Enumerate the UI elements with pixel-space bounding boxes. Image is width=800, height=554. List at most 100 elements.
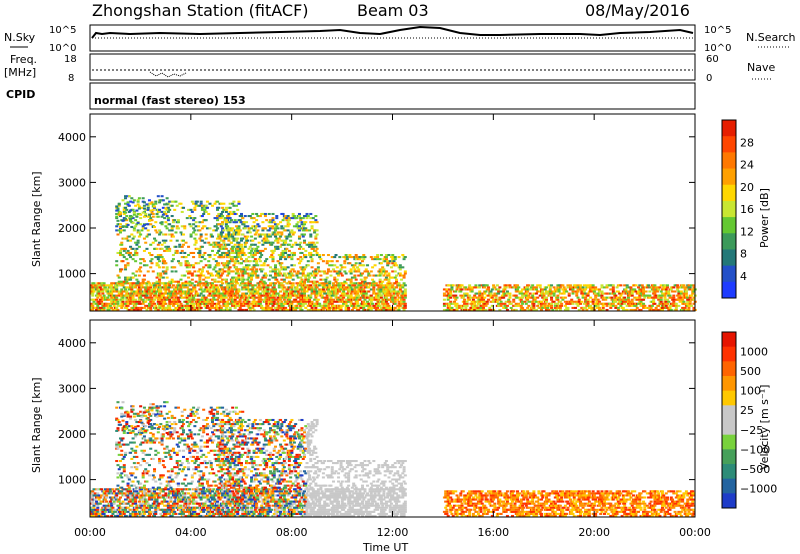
echo-cell: [253, 237, 257, 240]
echo-cell: [292, 270, 296, 273]
echo-cell: [95, 514, 99, 517]
echo-cell: [558, 292, 562, 295]
echo-cell: [268, 282, 272, 285]
echo-cell: [310, 288, 314, 291]
echo-cell: [374, 274, 378, 277]
echo-cell: [303, 233, 307, 236]
date-title: 08/May/2016: [585, 1, 690, 20]
echo-cell: [221, 282, 225, 285]
echo-cell: [222, 262, 226, 265]
echo-cell: [689, 284, 693, 287]
echo-cell: [126, 300, 130, 303]
echo-cell: [198, 251, 202, 254]
echo-cell: [303, 223, 307, 226]
echo-cell: [156, 243, 160, 246]
echo-cell: [523, 308, 527, 311]
echo-cell: [393, 306, 397, 309]
echo-cell: [586, 286, 590, 289]
echo-cell: [503, 304, 507, 307]
echo-cell: [258, 300, 262, 303]
echo-cell: [185, 266, 189, 269]
echo-cell: [98, 294, 102, 297]
echo-cell: [552, 300, 556, 303]
echo-cell: [160, 243, 164, 246]
echo-cell: [250, 253, 254, 257]
echo-cell: [532, 304, 536, 307]
echo-cell: [135, 215, 139, 218]
echo-cell: [384, 288, 388, 291]
echo-cell: [166, 288, 170, 291]
echo-cell: [194, 225, 198, 228]
echo-cell: [584, 298, 588, 301]
echo-cell: [620, 292, 624, 295]
echo-cell: [227, 282, 231, 285]
echo-cell: [539, 308, 543, 311]
echo-cell: [141, 302, 145, 305]
echo-cell: [224, 219, 228, 222]
echo-cell: [228, 217, 232, 220]
echo-cell: [465, 292, 469, 295]
echo-cell: [314, 296, 318, 299]
echo-cell: [247, 294, 251, 297]
echo-cell: [224, 296, 228, 299]
echo-cell: [323, 302, 327, 305]
echo-cell: [236, 245, 240, 248]
echo-cell: [193, 229, 197, 232]
echo-cell: [287, 243, 291, 246]
echo-cell: [258, 292, 262, 295]
echo-cell: [386, 264, 390, 267]
echo-cell: [187, 262, 191, 265]
echo-cell: [584, 296, 588, 299]
echo-cell: [337, 274, 341, 277]
echo-cell: [232, 245, 236, 248]
echo-cell: [349, 294, 353, 297]
echo-cell: [290, 292, 294, 295]
echo-cell: [121, 284, 125, 287]
echo-cell: [339, 268, 343, 271]
echo-cell: [271, 268, 275, 271]
echo-cell: [279, 306, 283, 309]
echo-cell: [329, 274, 333, 277]
echo-cell: [353, 296, 357, 299]
echo-cell: [134, 274, 138, 277]
echo-cell: [570, 286, 574, 289]
echo-cell: [347, 306, 351, 309]
echo-cell: [266, 241, 270, 244]
nsearch-tick-bottom: 10^0: [704, 43, 731, 54]
echo-cell: [245, 260, 249, 263]
echo-cell: [455, 308, 459, 311]
echo-cell: [542, 294, 546, 297]
echo-cell: [224, 208, 228, 211]
echo-cell: [304, 306, 308, 309]
echo-cell: [258, 256, 262, 259]
echo-cell: [349, 278, 353, 281]
echo-cell: [155, 280, 159, 283]
echo-cell: [274, 266, 278, 269]
echo-cell: [601, 298, 605, 301]
echo-cell: [669, 296, 673, 299]
echo-cell: [144, 300, 148, 303]
echo-cell: [396, 294, 400, 297]
echo-cell: [339, 272, 343, 275]
echo-cell: [481, 298, 485, 301]
echo-cell: [203, 258, 207, 261]
echo-cell: [218, 268, 222, 271]
echo-cell: [318, 308, 322, 311]
echo-cell: [199, 202, 203, 205]
echo-cell: [318, 288, 322, 291]
echo-cell: [198, 249, 202, 252]
echo-cell: [173, 298, 177, 301]
echo-cell: [158, 278, 162, 281]
echo-cell: [174, 290, 178, 293]
echo-cell: [614, 294, 618, 297]
echo-cell: [125, 258, 129, 261]
echo-cell: [223, 288, 227, 291]
echo-cell: [315, 241, 319, 244]
echo-cell: [561, 298, 565, 301]
echo-cell: [469, 296, 473, 299]
echo-cell: [571, 288, 575, 291]
echo-cell: [248, 282, 252, 285]
echo-cell: [290, 264, 294, 267]
echo-cell: [359, 284, 363, 287]
echo-cell: [209, 243, 213, 246]
